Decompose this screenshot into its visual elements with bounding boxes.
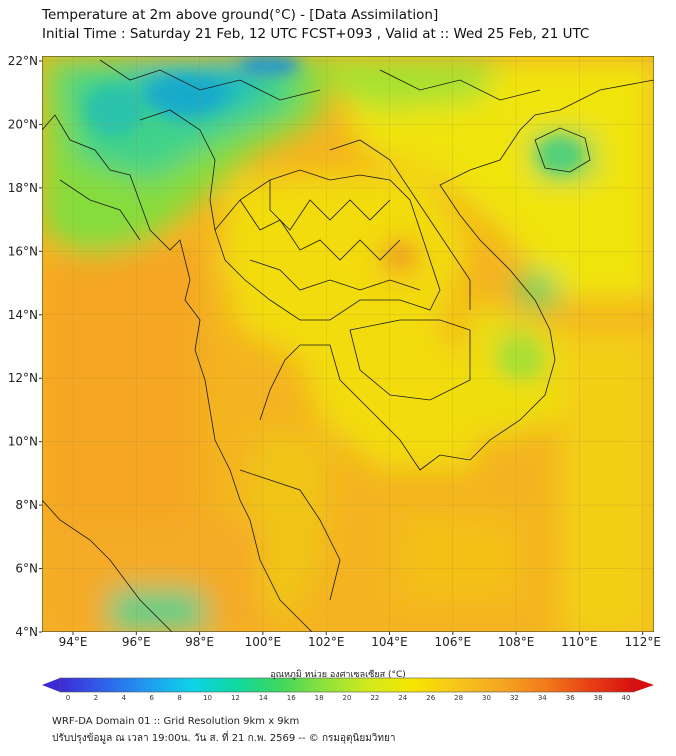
colorbar-tick-label: 0 [66, 694, 70, 702]
provinces-5 [59, 179, 141, 241]
colorbar-tick-label: 12 [231, 694, 240, 702]
lon-label: 102°E [308, 635, 345, 649]
border-thailand [214, 169, 441, 321]
hainan [534, 127, 591, 173]
colorbar-tick-label: 28 [454, 694, 463, 702]
colorbar-tick-label: 10 [203, 694, 212, 702]
border-malaysia [239, 469, 341, 601]
colorbar-tick-label: 20 [343, 694, 352, 702]
border-cambodia [349, 319, 471, 401]
lon-label: 100°E [245, 635, 282, 649]
map-gridlines [42, 56, 654, 632]
colorbar-tick-label: 34 [538, 694, 547, 702]
provinces-1 [239, 199, 401, 261]
provinces-4 [99, 59, 321, 101]
provinces-6 [379, 69, 541, 101]
lon-label: 106°E [435, 635, 472, 649]
temperature-blobs [42, 56, 654, 632]
chart-title: Temperature at 2m above ground(°C) - [Da… [42, 7, 439, 23]
colorbar-tick-label: 24 [398, 694, 407, 702]
lon-label: 104°E [371, 635, 408, 649]
lat-label: 18°N [8, 181, 38, 195]
coastline-west [42, 114, 313, 632]
colorbar-tick-label: 30 [482, 694, 491, 702]
lat-label: 8°N [15, 498, 38, 512]
latitude-labels: 22°N 20°N 18°N 16°N 14°N 12°N 10°N 8°N 6°N 4°N [8, 54, 42, 639]
colorbar-tick-label: 32 [510, 694, 519, 702]
lon-label: 110°E [561, 635, 598, 649]
colorbar-tick-label: 26 [426, 694, 435, 702]
coastline-east [439, 79, 654, 461]
temperature-details [85, 56, 582, 375]
colorbar-tick-label: 40 [622, 694, 631, 702]
lon-label: 108°E [498, 635, 535, 649]
lat-label: 14°N [8, 308, 38, 322]
lat-label: 20°N [8, 117, 38, 131]
coastline-gulf [259, 344, 471, 471]
footer-model-info: WRF-DA Domain 01 :: Grid Resolution 9km … [52, 716, 300, 727]
lat-label: 16°N [8, 244, 38, 258]
coastline-sumatra [42, 499, 173, 632]
provinces-2 [249, 259, 421, 291]
colorbar-tick-label: 14 [259, 694, 268, 702]
longitude-labels: 94°E 96°E 98°E 100°E 102°E 104°E 106°E 108°E 110… [59, 632, 661, 649]
colorbar: 0 2 4 6 8 10 12 14 16 18 20 22 24 26 28 30 32 34 36 38 40 [42, 677, 654, 702]
lat-label: 6°N [15, 562, 38, 576]
border-myanmar [139, 109, 216, 231]
lat-label: 22°N [8, 54, 38, 68]
footer-update-info: ปรับปรุงข้อมูล ณ เวลา 19:00น. วัน ส. ที่… [52, 733, 396, 744]
map-borders [42, 59, 654, 632]
colorbar-tick-label: 18 [315, 694, 324, 702]
colorbar-right-arrow [634, 678, 654, 692]
lat-label: 10°N [8, 435, 38, 449]
lat-label: 12°N [8, 371, 38, 385]
border-laos [329, 139, 471, 310]
colorbar-tick-label: 4 [122, 694, 127, 702]
colorbar-tick-label: 2 [94, 694, 98, 702]
colorbar-title: อุณหภูมิ หน่วย องศาเซลเซียส (°C) [270, 670, 406, 680]
colorbar-tick-label: 22 [370, 694, 379, 702]
colorbar-tick-label: 36 [566, 694, 575, 702]
colorbar-ticks: 0 2 4 6 8 10 12 14 16 18 20 22 24 26 28 30 32 34 36 38 40 [66, 694, 631, 702]
colorbar-tick-label: 16 [287, 694, 296, 702]
lat-label: 4°N [15, 625, 38, 639]
lon-label: 96°E [122, 635, 151, 649]
map-field [42, 56, 654, 632]
provinces-3 [269, 180, 391, 231]
colorbar-left-arrow [42, 678, 60, 692]
colorbar-tick-label: 38 [594, 694, 603, 702]
colorbar-tick-label: 8 [177, 694, 181, 702]
chart-subtitle: Initial Time : Saturday 21 Feb, 12 UTC F… [42, 26, 590, 42]
lon-label: 94°E [59, 635, 88, 649]
lon-label: 98°E [185, 635, 214, 649]
colorbar-tick-label: 6 [149, 694, 154, 702]
lon-label: 112°E [624, 635, 661, 649]
